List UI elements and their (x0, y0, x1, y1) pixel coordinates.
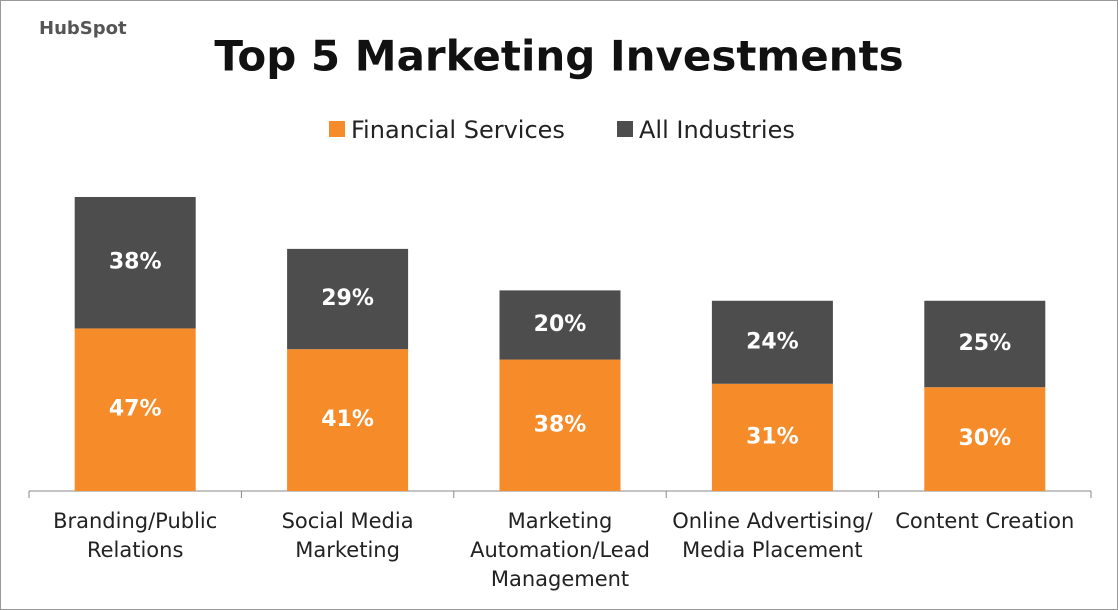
value-label: 31% (746, 424, 799, 449)
legend-swatch (617, 121, 633, 137)
value-label: 24% (746, 329, 799, 354)
bar-segment (924, 387, 1046, 491)
bar-segment (711, 383, 833, 491)
legend-swatch (329, 121, 345, 137)
value-label: 29% (321, 286, 374, 311)
x-tick-label: Social Media Marketing (281, 509, 414, 562)
legend-label: Financial Services (351, 116, 565, 144)
bar-segment (499, 290, 621, 360)
logo: HubSpot (39, 18, 127, 39)
value-label: 41% (321, 407, 374, 432)
value-label: 25% (958, 331, 1011, 356)
value-label: 30% (958, 426, 1011, 451)
legend-label: All Industries (639, 116, 795, 144)
bar-segment (287, 248, 409, 350)
value-label: 38% (109, 250, 162, 275)
x-tick-label: Marketing Automation/Lead Management (470, 509, 650, 591)
chart-title: Top 5 Marketing Investments (214, 32, 903, 81)
value-label: 20% (534, 312, 587, 337)
bar-segment (74, 328, 196, 491)
x-tick-label: Content Creation (895, 509, 1075, 533)
bar-segment (499, 359, 621, 491)
bar-segment (287, 349, 409, 491)
bar-segment (924, 300, 1046, 388)
value-label: 38% (534, 412, 587, 437)
bar-segment (74, 197, 196, 329)
x-tick-label: Online Advertising/ Media Placement (672, 509, 873, 562)
value-label: 47% (109, 397, 162, 422)
bar-segment (711, 300, 833, 384)
x-tick-label: Branding/Public Relations (53, 509, 218, 562)
